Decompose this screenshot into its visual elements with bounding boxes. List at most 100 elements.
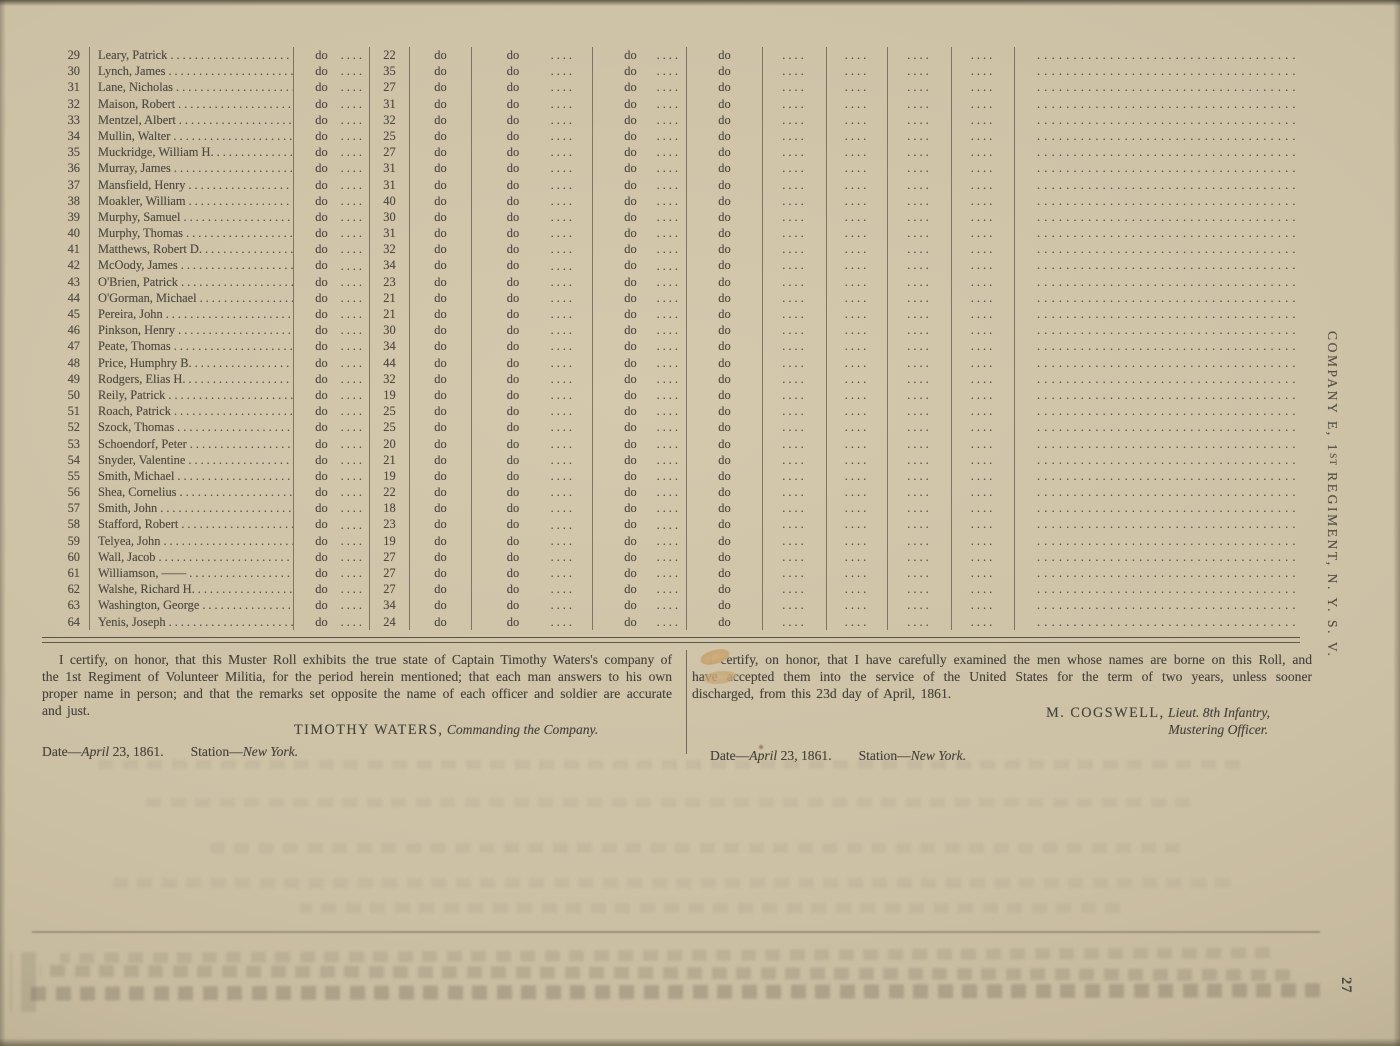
rank-ditto-cell: do....: [294, 257, 370, 274]
age-cell: 21: [370, 306, 410, 323]
ditto-mark: do: [718, 226, 731, 241]
ditto-mark: do: [624, 80, 637, 95]
ditto-cell: do: [410, 192, 472, 209]
dots-mark: ....: [340, 614, 365, 629]
row-number-cell: 51: [42, 403, 90, 420]
remarks-cell: ........................................…: [1015, 79, 1300, 95]
ditto-mark: do: [434, 517, 447, 532]
blank-dots-cell: ....: [888, 111, 952, 128]
age-value: 30: [383, 323, 396, 338]
age-value: 24: [383, 614, 396, 629]
ditto-mark: do: [506, 64, 520, 79]
ditto-mark: do: [315, 80, 328, 95]
dots-mark: ....: [844, 436, 870, 451]
ditto-mark: do: [434, 371, 447, 386]
mustered-ditto-cell: do....: [593, 386, 687, 404]
dots-mark: ....: [656, 565, 681, 580]
dot-leader: ........................................…: [177, 468, 293, 483]
soldier-name-cell: Shea, Cornelius.........................…: [90, 484, 294, 501]
ditto-mark: do: [434, 501, 447, 516]
soldier-name: Washington, George: [98, 598, 200, 613]
table-row: 57 Smith, John..........................…: [42, 500, 1300, 517]
ditto-cell: do: [410, 63, 472, 80]
dots-mark: ....: [844, 501, 870, 516]
age-value: 32: [383, 371, 396, 386]
table-row: 38 Moakler, William.....................…: [42, 192, 1300, 209]
ditto-mark: do: [718, 274, 731, 289]
dots-mark: ....: [340, 306, 365, 321]
ditto-mark: do: [624, 242, 637, 257]
ditto-cell: do: [410, 176, 472, 193]
ditto-mark: do: [718, 614, 731, 629]
ditto-mark: do: [434, 80, 447, 95]
dots-mark: ....: [656, 452, 681, 467]
dots-mark: ....: [656, 177, 681, 192]
dots-mark: ....: [656, 404, 681, 419]
ditto-mark: do: [506, 307, 520, 321]
dots-mark: ....: [340, 242, 365, 257]
joined-ditto-cell: do....: [472, 111, 593, 128]
dots-mark: ....: [782, 371, 807, 386]
soldier-name-cell: Price, Humphry B........................…: [90, 354, 294, 371]
ditto-mark: do: [624, 145, 637, 160]
dots-mark: ....: [340, 274, 365, 289]
ditto-cell: do: [410, 208, 472, 226]
certification-left: I certify, on honor, that this Muster Ro…: [42, 651, 672, 760]
dot-leader: ........................................…: [188, 371, 293, 386]
dot-leader: ........................................…: [189, 436, 293, 451]
table-row: 33 Mentzel, Albert......................…: [42, 111, 1300, 128]
age-value: 27: [383, 145, 396, 160]
blank-dots-cell: ....: [763, 95, 827, 112]
bleedthrough-text: [110, 878, 1230, 888]
dots-mark: ....: [550, 323, 575, 338]
soldier-name-cell: Leary, Patrick..........................…: [90, 47, 294, 64]
blank-dots-cell: ....: [827, 95, 888, 112]
age-cell: 35: [370, 63, 410, 80]
ditto-mark: do: [718, 533, 731, 548]
age-cell: 18: [370, 500, 410, 517]
soldier-name: Pinkson, Henry: [98, 323, 176, 338]
remarks-cell: ........................................…: [1015, 403, 1300, 419]
table-row: 50 Reily, Patrick.......................…: [42, 386, 1300, 404]
dots-mark: ....: [550, 274, 575, 289]
dots-mark: ....: [782, 258, 807, 273]
dot-leader: ........................................…: [188, 193, 293, 208]
dots-mark: ....: [550, 128, 575, 143]
station-value: New York.: [242, 744, 299, 759]
ditto-cell: do: [687, 500, 763, 517]
mustered-ditto-cell: do....: [593, 95, 687, 112]
ditto-mark: do: [506, 371, 520, 386]
soldier-name-cell: Roach, Patrick..........................…: [90, 403, 294, 420]
dots-mark: ....: [340, 290, 365, 305]
blank-dots-cell: ....: [888, 192, 952, 209]
dots-mark: ....: [782, 209, 807, 224]
table-row: 62 Walshe, Richard H....................…: [42, 581, 1300, 598]
dots-mark: ....: [907, 566, 932, 580]
dots-mark: ....: [550, 306, 575, 321]
ditto-mark: do: [434, 96, 447, 111]
dots-mark: ....: [844, 323, 870, 338]
rank-ditto-cell: do....: [294, 386, 370, 404]
blank-dots-cell: ....: [763, 532, 827, 549]
remarks-cell: ........................................…: [1015, 193, 1300, 209]
blank-dots-cell: ....: [952, 419, 1015, 436]
side-label-ordinal: ST: [1327, 453, 1337, 467]
dots-mark: ....: [656, 501, 681, 516]
dot-leader: ........................................…: [194, 355, 293, 370]
remarks-cell: ........................................…: [1015, 96, 1300, 112]
remarks-dotted-leader: ........................................…: [1037, 436, 1300, 451]
dots-mark: ....: [907, 420, 932, 435]
ditto-mark: do: [315, 468, 328, 483]
blank-dots-cell: ....: [952, 338, 1015, 355]
rank-ditto-cell: do....: [294, 241, 370, 258]
ditto-mark: do: [315, 549, 328, 564]
age-value: 23: [383, 274, 396, 289]
dots-mark: ....: [782, 290, 807, 305]
blank-dots-cell: ....: [888, 306, 952, 323]
soldier-name: Peate, Thomas: [98, 339, 171, 354]
joined-ditto-cell: do....: [472, 95, 593, 112]
ditto-cell: do: [687, 289, 763, 307]
remarks-dotted-leader: ........................................…: [1037, 485, 1300, 500]
dots-mark: ....: [907, 274, 932, 289]
row-number-cell: 43: [42, 273, 90, 290]
